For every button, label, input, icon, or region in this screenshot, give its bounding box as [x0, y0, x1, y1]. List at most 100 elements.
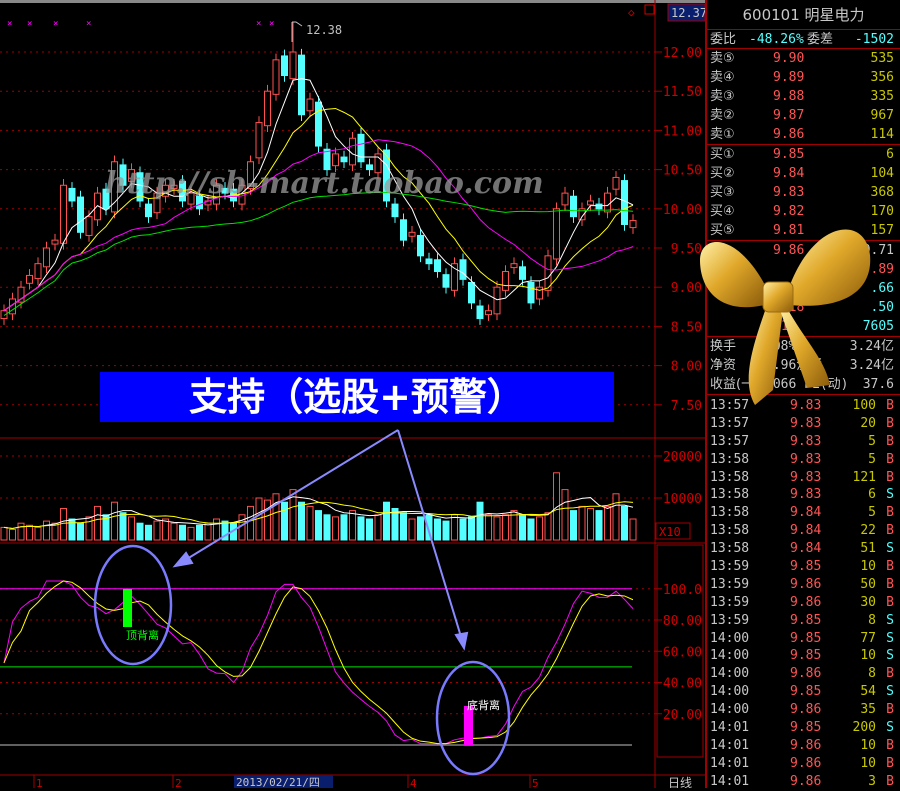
candle-body — [340, 156, 348, 163]
level-volume: 967 — [870, 108, 894, 123]
window-icon[interactable] — [644, 4, 655, 15]
volume-bar — [187, 526, 195, 541]
candle-body — [196, 195, 203, 210]
candle-body — [323, 148, 331, 171]
trade-price: 9.83 — [790, 433, 822, 449]
trade-side: B — [886, 523, 894, 539]
quote-right: 7605 — [862, 319, 894, 334]
gold-bow-decoration — [700, 229, 871, 405]
volume-bar — [459, 518, 467, 541]
level-volume: 114 — [870, 127, 894, 142]
osc-k-line — [3, 580, 634, 745]
trade-price: 9.85 — [790, 720, 822, 736]
x-tick-label: 5 — [532, 777, 539, 788]
stat-label: 收益(一) — [710, 377, 760, 392]
trade-price: 9.85 — [790, 612, 822, 628]
kline-chart[interactable]: 12.00 11.50 11.00 10.50 10.00 9.50 9.00 8.50 8.0… — [0, 0, 705, 788]
candle-body — [629, 220, 637, 229]
trade-row: 14:01 9.86 3 B — [707, 773, 900, 791]
volume-bar — [476, 501, 484, 541]
trade-price: 9.83 — [790, 469, 822, 485]
volume-bar — [128, 516, 135, 541]
candle-body — [85, 216, 93, 236]
trade-row: 13:57 9.83 100 B — [707, 397, 900, 415]
level-volume: 535 — [870, 51, 894, 66]
buy-row[interactable]: 买③ 9.83 368 — [707, 183, 900, 202]
trade-time: 13:58 — [710, 523, 750, 539]
diamond-icon[interactable]: ◇ — [628, 6, 635, 19]
trade-price: 9.85 — [790, 684, 822, 700]
trade-volume: 100 — [852, 398, 876, 413]
bottom-divergence-label: 底背离 — [467, 698, 500, 712]
volume-bar — [315, 510, 322, 541]
candle-body — [357, 133, 365, 163]
level-price: 9.87 — [773, 108, 805, 123]
candle-body — [51, 239, 59, 245]
volume-bar — [519, 514, 526, 541]
trade-price: 9.86 — [790, 594, 822, 610]
trade-volume: 5 — [868, 505, 876, 521]
trade-side: B — [886, 469, 894, 485]
candle-body — [26, 274, 33, 284]
level-label: 买⑤ — [710, 223, 735, 238]
volume-bar — [68, 518, 76, 541]
level-label: 卖⑤ — [710, 51, 735, 66]
period-label[interactable]: 日线 — [668, 776, 692, 788]
candle-body — [264, 90, 271, 127]
trade-price: 9.83 — [790, 415, 822, 431]
date-cursor: 2013/02/21/四 — [236, 776, 320, 788]
y-tick-label: 8.50 — [671, 320, 702, 335]
volume-bar — [17, 522, 25, 541]
trade-ticks[interactable]: 13:57 9.83 100 B 13:57 9.83 20 B 13:57 9.83 5 B 13:5… — [707, 395, 900, 791]
buy-row[interactable]: 买④ 9.82 170 — [707, 202, 900, 221]
trade-row: 14:00 9.85 10 S — [707, 647, 900, 665]
y-tick-label: 10000 — [663, 492, 702, 507]
candle-body — [604, 192, 611, 213]
volume-bar — [264, 499, 271, 541]
trade-side: B — [886, 755, 894, 771]
candle-body — [102, 188, 110, 210]
volume-unit: X10 — [659, 525, 681, 539]
candle-body — [145, 203, 152, 218]
trade-price: 9.86 — [790, 773, 822, 789]
buy-row[interactable]: 买① 9.85 6 — [707, 145, 900, 164]
level-price: 9.90 — [773, 51, 805, 66]
trade-time: 14:01 — [710, 720, 750, 736]
sell-row[interactable]: 卖⑤ 9.90 535 — [707, 49, 900, 68]
buy-row[interactable]: 买⑤ 9.81 157 — [707, 221, 900, 240]
trade-time: 13:58 — [710, 451, 750, 467]
trade-volume: 54 — [860, 684, 876, 700]
trade-time: 13:59 — [710, 576, 750, 592]
y-tick-label: 7.50 — [671, 399, 702, 414]
volume-bar — [527, 518, 535, 541]
y-tick-label: 20.00 — [663, 708, 702, 723]
top-divergence-bar — [123, 589, 132, 627]
trade-time: 14:01 — [710, 737, 750, 753]
ma20-line — [3, 139, 634, 312]
trade-side: B — [886, 702, 894, 718]
stat-value: 3.24亿 — [849, 339, 894, 354]
trade-side: B — [886, 415, 894, 431]
sell-row[interactable]: 卖③ 9.88 335 — [707, 87, 900, 106]
candle-body — [272, 59, 280, 95]
volume-bar — [391, 508, 399, 541]
sell-row[interactable]: 卖④ 9.89 356 — [707, 68, 900, 87]
sell-row[interactable]: 卖② 9.87 967 — [707, 106, 900, 125]
candle-body — [612, 176, 620, 190]
level-volume: 356 — [870, 70, 894, 85]
candle-body — [383, 149, 390, 202]
quote-row: .66 — [707, 279, 900, 298]
buy-row[interactable]: 买② 9.84 104 — [707, 164, 900, 183]
trade-side: S — [886, 648, 894, 664]
trade-time: 13:58 — [710, 541, 750, 557]
volume-bar — [170, 522, 178, 541]
sell-row[interactable]: 卖① 9.86 114 — [707, 125, 900, 144]
volume-bar — [468, 516, 475, 541]
volume-bar — [561, 489, 569, 541]
trade-volume: 20 — [860, 415, 876, 431]
candle-body — [595, 203, 603, 210]
candle-body — [170, 184, 178, 189]
annotation-arrows — [172, 429, 469, 651]
volume-ma10-line — [3, 501, 634, 529]
volume-bar — [221, 520, 229, 541]
